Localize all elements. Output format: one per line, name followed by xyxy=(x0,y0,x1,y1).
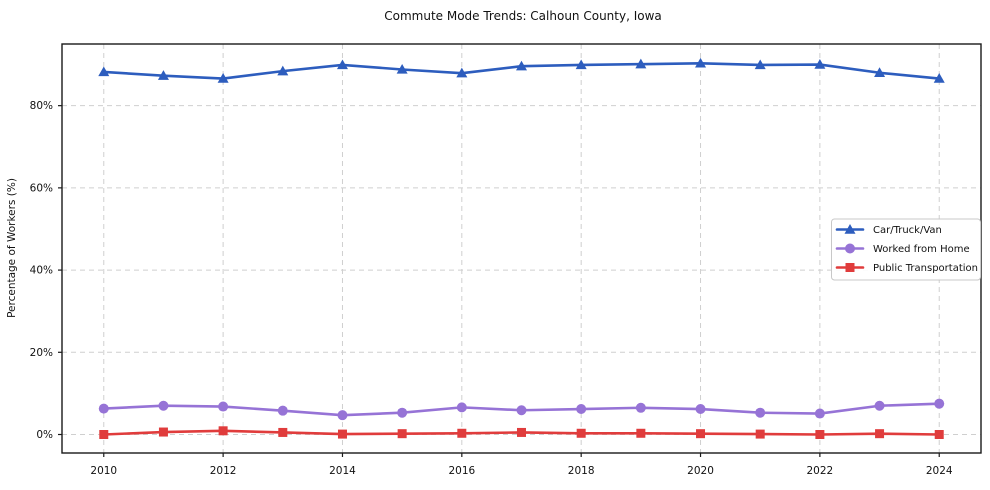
x-tick-label-2022: 2022 xyxy=(807,465,834,477)
marker-worked-from-home-2018 xyxy=(576,404,587,415)
y-axis-label: Percentage of Workers (%) xyxy=(6,178,18,318)
y-tick-label-0: 0% xyxy=(36,429,53,441)
marker-worked-from-home-2010 xyxy=(98,403,109,414)
chart-title: Commute Mode Trends: Calhoun County, Iow… xyxy=(384,9,662,23)
marker-car-truck-van-2018 xyxy=(575,59,587,70)
legend-marker-worked-from-home xyxy=(845,243,855,254)
marker-public-transportation-2024 xyxy=(934,430,944,440)
legend-item-worked-from-home: Worked from Home xyxy=(835,243,970,255)
marker-worked-from-home-2021 xyxy=(755,407,766,418)
marker-public-transportation-2021 xyxy=(755,429,765,439)
marker-worked-from-home-2024 xyxy=(934,398,945,409)
marker-car-truck-van-2023 xyxy=(874,67,886,77)
marker-public-transportation-2013 xyxy=(278,427,288,437)
marker-public-transportation-2010 xyxy=(99,430,109,440)
legend-label-worked-from-home: Worked from Home xyxy=(873,244,970,255)
x-tick-label-2012: 2012 xyxy=(210,465,237,477)
x-tick-label-2016: 2016 xyxy=(448,465,475,477)
marker-public-transportation-2014 xyxy=(337,429,347,439)
marker-car-truck-van-2020 xyxy=(695,57,707,68)
marker-car-truck-van-2022 xyxy=(814,59,826,69)
legend-layer: Car/Truck/Van Worked from Home Public Tran… xyxy=(831,218,981,281)
legend-label-car-truck-van: Car/Truck/Van xyxy=(873,225,942,236)
x-tick-label-2018: 2018 xyxy=(568,465,595,477)
marker-car-truck-van-2011 xyxy=(157,70,169,80)
marker-worked-from-home-2011 xyxy=(158,400,169,411)
marker-worked-from-home-2012 xyxy=(218,401,229,412)
legend-item-car-truck-van: Car/Truck/Van xyxy=(835,224,942,236)
marker-car-truck-van-2010 xyxy=(98,66,110,77)
marker-car-truck-van-2014 xyxy=(336,59,348,70)
marker-worked-from-home-2014 xyxy=(337,410,348,421)
marker-public-transportation-2020 xyxy=(696,429,706,439)
marker-public-transportation-2012 xyxy=(218,426,228,436)
marker-car-truck-van-2019 xyxy=(635,58,647,69)
marker-car-truck-van-2024 xyxy=(933,73,945,83)
legend-marker-public-transportation xyxy=(845,263,855,272)
marker-public-transportation-2023 xyxy=(875,429,885,439)
marker-car-truck-van-2012 xyxy=(217,73,229,83)
legend-label-public-transportation: Public Transportation xyxy=(873,263,978,274)
marker-worked-from-home-2023 xyxy=(874,400,885,411)
x-tick-label-2010: 2010 xyxy=(90,465,117,477)
marker-worked-from-home-2013 xyxy=(277,405,288,416)
legend-item-public-transportation: Public Transportation xyxy=(835,263,978,274)
marker-public-transportation-2015 xyxy=(397,429,407,439)
marker-public-transportation-2011 xyxy=(158,427,168,437)
marker-car-truck-van-2015 xyxy=(396,63,408,74)
y-tick-label-80: 80% xyxy=(30,100,53,112)
y-tick-label-40: 40% xyxy=(30,265,53,277)
marker-worked-from-home-2019 xyxy=(635,402,646,413)
y-tick-label-20: 20% xyxy=(30,347,53,359)
x-tick-label-2014: 2014 xyxy=(329,465,356,477)
marker-car-truck-van-2016 xyxy=(456,67,468,78)
marker-public-transportation-2019 xyxy=(636,428,646,438)
x-tick-label-2020: 2020 xyxy=(687,465,714,477)
marker-worked-from-home-2017 xyxy=(516,405,527,416)
marker-worked-from-home-2015 xyxy=(397,407,408,418)
marker-worked-from-home-2020 xyxy=(695,404,706,415)
x-tick-label-2024: 2024 xyxy=(926,465,953,477)
legend-box xyxy=(831,218,981,281)
marker-worked-from-home-2016 xyxy=(456,402,467,413)
y-tick-label-60: 60% xyxy=(30,182,53,194)
marker-car-truck-van-2021 xyxy=(754,59,766,70)
marker-public-transportation-2018 xyxy=(576,428,586,438)
marker-car-truck-van-2013 xyxy=(277,65,289,76)
series-layer xyxy=(98,57,945,440)
legend-marker-car-truck-van xyxy=(844,224,856,234)
marker-car-truck-van-2017 xyxy=(516,60,527,71)
marker-worked-from-home-2022 xyxy=(814,408,825,419)
marker-public-transportation-2022 xyxy=(815,430,825,440)
marker-public-transportation-2016 xyxy=(457,428,467,438)
marker-public-transportation-2017 xyxy=(517,427,526,437)
